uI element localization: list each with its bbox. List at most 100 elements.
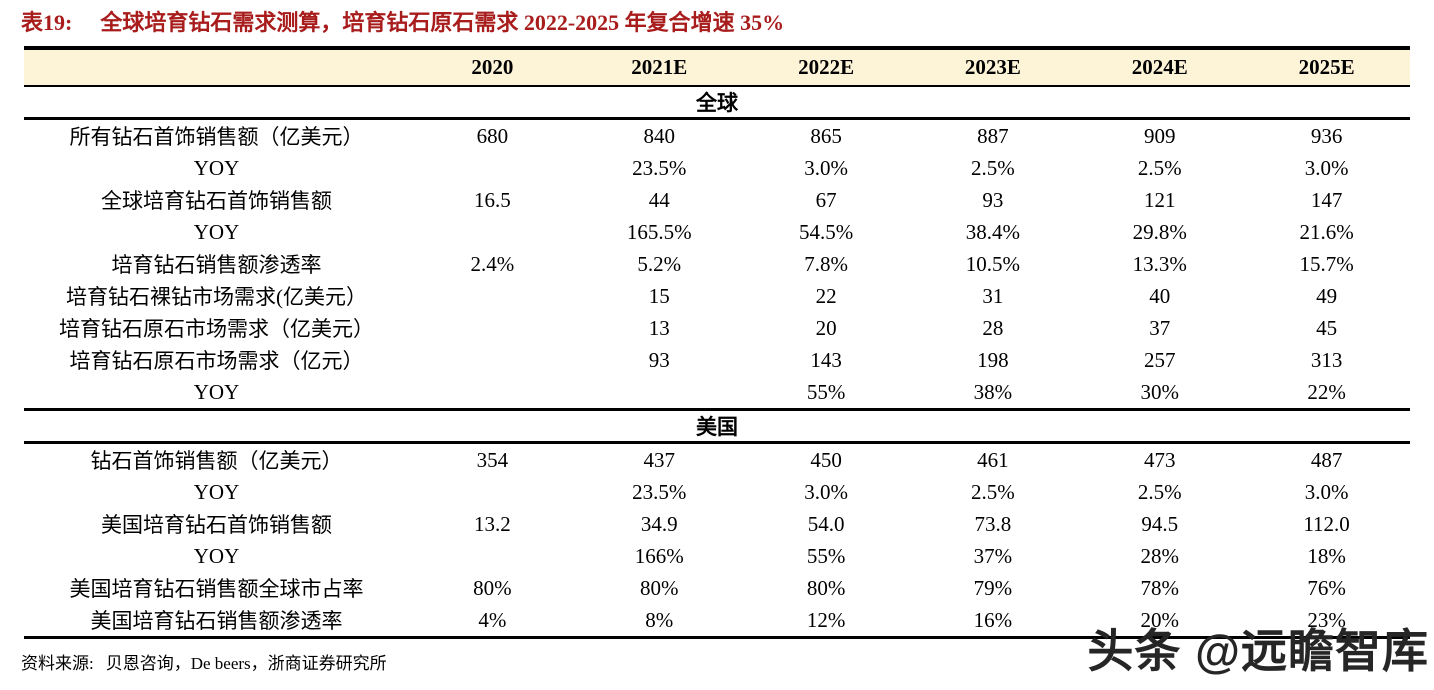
- table-row: 全球培育钻石首饰销售额 16.5 44 67 93 121 147: [24, 184, 1410, 216]
- cell-value: 2.5%: [971, 479, 1015, 504]
- cell-value: 143: [810, 347, 842, 372]
- cell-value: 37%: [973, 543, 1013, 568]
- cell-value: 21.6%: [1299, 219, 1354, 244]
- cell-value: 23.5%: [632, 155, 687, 180]
- cell-value: [409, 540, 576, 572]
- column-header: 2021E: [575, 48, 743, 87]
- section-row: 美国: [24, 408, 1410, 444]
- row-label: 培育钻石原石市场需求（亿元）: [69, 349, 364, 373]
- cell-value: 94.5: [1141, 511, 1179, 536]
- cell-value: 257: [1143, 347, 1176, 372]
- cell-value: 865: [810, 123, 842, 148]
- cell-value: 54.5%: [798, 219, 854, 244]
- cell-value: 29.8%: [1132, 219, 1187, 244]
- row-label: YOY: [193, 379, 240, 404]
- cell-value: 166%: [634, 543, 684, 568]
- cell-value: 34.9: [640, 511, 678, 536]
- table-body: 全球 所有钻石首饰销售额（亿美元） 680 840 865 887 909 936 YOY 23.…: [24, 86, 1410, 638]
- cell-value: 198: [977, 347, 1009, 372]
- source-line: 资料来源: 贝恩咨询，De beers，浙商证券研究所: [21, 649, 1434, 674]
- cell-value: 12%: [806, 607, 846, 632]
- cell-value: 93: [982, 187, 1004, 212]
- cell-value: 16.5: [474, 187, 511, 212]
- cell-value: 54.0: [807, 511, 845, 536]
- cell-value: 79%: [973, 575, 1013, 600]
- cell-value: 936: [1310, 123, 1343, 148]
- cell-value: 313: [1310, 347, 1343, 372]
- cell-value: 28: [982, 315, 1004, 340]
- cell-value: 67: [815, 187, 837, 212]
- row-label: 培育钻石销售额渗透率: [111, 253, 322, 277]
- cell-value: 487: [1310, 447, 1343, 472]
- cell-value: 461: [977, 447, 1009, 472]
- row-label: 所有钻石首饰销售额（亿美元）: [69, 125, 364, 149]
- cell-value: 15.7%: [1299, 251, 1354, 276]
- section-title: 全球: [24, 86, 1410, 120]
- cell-value: 76%: [1307, 575, 1346, 600]
- cell-value: 20%: [1140, 607, 1179, 632]
- row-label: YOY: [193, 543, 240, 568]
- cell-value: 55%: [806, 543, 846, 568]
- cell-value: 80%: [639, 575, 679, 600]
- cell-value: 840: [643, 123, 675, 148]
- table-title-text: 全球培育钻石需求测算，培育钻石原石需求 2022-2025 年复合增速 35%: [100, 10, 785, 35]
- cell-value: 80%: [473, 575, 512, 600]
- cell-value: [409, 476, 576, 508]
- cell-value: 887: [977, 123, 1009, 148]
- section-title: 美国: [24, 408, 1410, 444]
- table-row: YOY 165.5% 54.5% 38.4% 29.8% 21.6%: [24, 216, 1410, 248]
- table-row: 美国培育钻石销售额渗透率 4% 8% 12% 16% 20% 23%: [24, 604, 1410, 638]
- header-row: 2020 2021E 2022E 2023E 2024E 2025E: [24, 48, 1410, 87]
- cell-value: [409, 344, 576, 376]
- cell-value: 40: [1149, 283, 1171, 308]
- cell-value: 354: [476, 447, 509, 472]
- cell-value: 13: [648, 315, 670, 340]
- cell-value: 49: [1316, 283, 1338, 308]
- section-row: 全球: [24, 86, 1410, 120]
- table-row: 培育钻石原石市场需求（亿元） 93 143 198 257 313: [24, 344, 1410, 376]
- column-header: 2020: [409, 48, 576, 87]
- cell-value: 22: [815, 283, 837, 308]
- row-label: 全球培育钻石首饰销售额: [101, 189, 332, 213]
- cell-value: 121: [1143, 187, 1176, 212]
- watermark: 头条 @远瞻智库: [1087, 625, 1429, 677]
- cell-value: 55%: [806, 379, 846, 404]
- corner-cell: [24, 48, 409, 87]
- table-row: YOY 23.5% 3.0% 2.5% 2.5% 3.0%: [24, 476, 1410, 508]
- row-label: 培育钻石裸钻市场需求(亿美元）: [66, 285, 367, 309]
- cell-value: [409, 376, 576, 410]
- cell-value: 93: [648, 347, 670, 372]
- cell-value: [576, 376, 743, 410]
- cell-value: 909: [1143, 123, 1176, 148]
- cell-value: 23%: [1307, 607, 1346, 632]
- cell-value: 22%: [1307, 379, 1346, 404]
- cell-value: 3.0%: [804, 479, 848, 504]
- cell-value: 44: [648, 187, 670, 212]
- cell-value: 5.2%: [637, 251, 682, 276]
- table-row: 培育钻石原石市场需求（亿美元） 13 20 28 37 45: [24, 312, 1410, 344]
- table-number-label: 表19:: [21, 10, 73, 35]
- cell-value: 15: [648, 283, 670, 308]
- row-label: 钻石首饰销售额（亿美元）: [90, 449, 343, 473]
- cell-value: 37: [1149, 315, 1171, 340]
- cell-value: 13.3%: [1132, 251, 1187, 276]
- cell-value: 73.8: [974, 511, 1012, 536]
- table-row: YOY 23.5% 3.0% 2.5% 2.5% 3.0%: [24, 152, 1410, 184]
- row-label: YOY: [193, 479, 240, 504]
- cell-value: 165.5%: [626, 219, 692, 244]
- cell-value: 2.4%: [470, 251, 515, 276]
- table-row: 美国培育钻石销售额全球市占率 80% 80% 80% 79% 78% 76%: [24, 572, 1410, 604]
- cell-value: 28%: [1140, 543, 1179, 568]
- cell-value: 7.8%: [804, 251, 848, 276]
- cell-value: 473: [1143, 447, 1176, 472]
- cell-value: [409, 152, 576, 184]
- table-row: YOY 55% 38% 30% 22%: [24, 376, 1410, 410]
- cell-value: [409, 280, 576, 312]
- cell-value: 2.5%: [1137, 155, 1182, 180]
- row-label: 培育钻石原石市场需求（亿美元）: [59, 317, 374, 341]
- table-row: 培育钻石裸钻市场需求(亿美元） 15 22 31 40 49: [24, 280, 1410, 312]
- cell-value: 38.4%: [965, 219, 1021, 244]
- demand-table: 2020 2021E 2022E 2023E 2024E 2025E 全球所有钻石首饰销售…: [24, 46, 1410, 639]
- cell-value: 437: [643, 447, 675, 472]
- cell-value: 16%: [973, 607, 1013, 632]
